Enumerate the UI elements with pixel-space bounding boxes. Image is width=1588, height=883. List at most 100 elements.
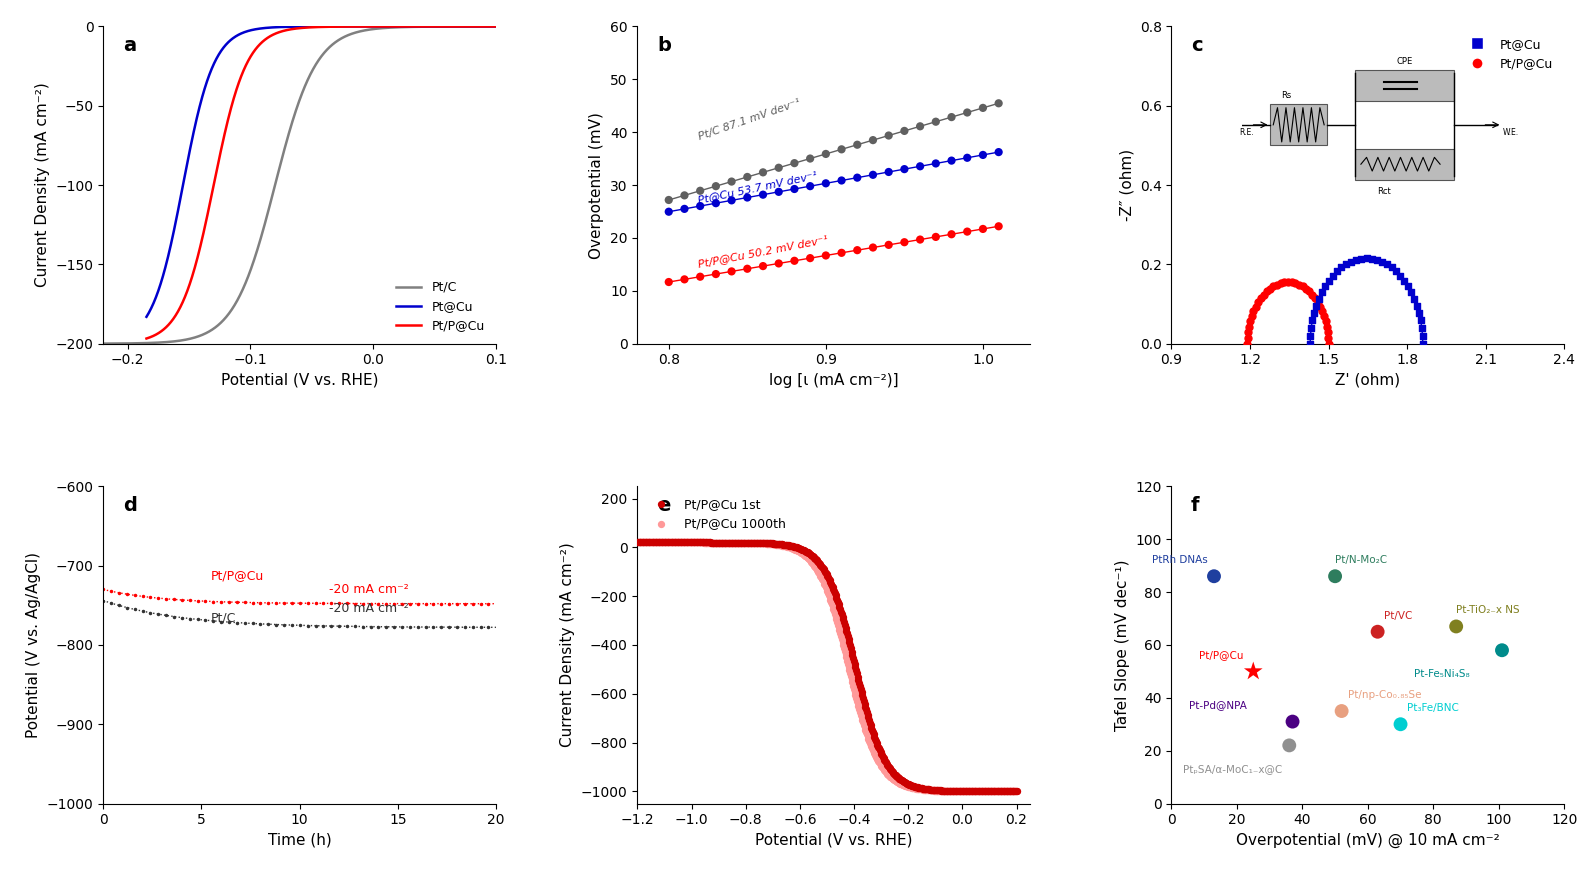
Pt/P@Cu 1st	[940, 784, 966, 798]
Point	[1383, 264, 1409, 278]
Pt/P@Cu 1st	[753, 536, 778, 550]
Pt/P@Cu 1st	[972, 784, 997, 798]
Point	[1378, 260, 1404, 275]
Pt/P@Cu 1000th	[953, 784, 978, 798]
Pt/P@Cu 1st	[719, 535, 745, 549]
Line: Pt/C: Pt/C	[103, 26, 495, 343]
Pt/P@Cu 1st	[718, 535, 743, 549]
Pt/P@Cu 1000th	[864, 751, 889, 765]
Pt/P@Cu 1st	[885, 770, 910, 784]
Pt/P@Cu 1000th	[958, 784, 983, 798]
Pt/P@Cu 1st	[918, 782, 943, 796]
Pt/P@Cu 1000th	[932, 784, 958, 798]
Pt/P@Cu 1000th	[654, 535, 680, 549]
Pt/P@Cu 1000th	[1004, 784, 1029, 798]
Pt/P@Cu 1st	[732, 536, 757, 550]
Pt/P@Cu 1000th	[932, 784, 958, 798]
Pt/P@Cu 1st	[915, 782, 940, 796]
Y-axis label: Potential (V vs. Ag/AgCl): Potential (V vs. Ag/AgCl)	[25, 552, 41, 738]
Pt/P@Cu 1st	[689, 535, 715, 549]
Pt/P@Cu 1st	[999, 784, 1024, 798]
Pt/P@Cu 1st	[899, 779, 924, 793]
Pt/P@Cu 1000th	[772, 539, 797, 553]
Pt/P@Cu 1000th	[840, 675, 865, 690]
Pt/P@Cu 1000th	[964, 784, 989, 798]
Pt/P@Cu 1000th	[937, 784, 962, 798]
Y-axis label: Current Density (mA cm⁻²): Current Density (mA cm⁻²)	[561, 542, 575, 747]
Pt/P@Cu 1000th	[956, 784, 981, 798]
Pt/P@Cu 1000th	[778, 540, 804, 555]
Pt/P@Cu 1000th	[659, 535, 684, 549]
Pt/P@Cu 1000th	[721, 535, 746, 549]
Point	[1304, 298, 1329, 313]
Pt/P@Cu 1st	[780, 540, 805, 554]
Pt/P@Cu 1st	[840, 647, 865, 661]
Pt/C	[267, 176, 286, 186]
Pt/P@Cu 1000th	[673, 535, 699, 549]
Pt/P@Cu 1000th	[751, 536, 777, 550]
Pt/P@Cu 1st	[910, 781, 935, 796]
Pt/P@Cu 1000th	[726, 536, 751, 550]
Pt/P@Cu 1st	[640, 535, 665, 549]
Pt/P@Cu 1st	[896, 777, 921, 791]
Pt/P@Cu 1000th	[848, 705, 873, 719]
Pt/P@Cu 1st	[726, 535, 751, 549]
Pt/P@Cu 1000th	[873, 766, 899, 780]
Point	[672, 188, 697, 202]
Pt/P@Cu 1000th	[648, 535, 673, 549]
Point	[797, 251, 823, 265]
Pt/P@Cu 1000th	[737, 536, 762, 550]
Pt/P@Cu 1st	[980, 784, 1005, 798]
Y-axis label: Current Density (mA cm⁻²): Current Density (mA cm⁻²)	[35, 83, 49, 288]
Pt/P@Cu 1000th	[854, 729, 880, 743]
Pt/P@Cu 1st	[708, 535, 734, 549]
Pt/P@Cu 1000th	[629, 535, 654, 549]
Point	[656, 275, 681, 289]
Pt/P@Cu 1st	[927, 783, 953, 797]
Pt/P@Cu 1000th	[784, 544, 810, 558]
Pt/P@Cu 1000th	[773, 540, 799, 554]
Pt/P@Cu 1000th	[902, 781, 927, 796]
Pt/P@Cu 1000th	[943, 784, 969, 798]
Pt/P@Cu 1000th	[862, 748, 888, 762]
Point	[1297, 336, 1323, 351]
Pt/P@Cu 1000th	[807, 567, 832, 581]
Point	[719, 175, 745, 189]
Pt/P@Cu 1000th	[761, 537, 786, 551]
Pt/P@Cu 1000th	[867, 758, 892, 772]
Pt/P@Cu 1st	[743, 536, 769, 550]
Point	[1312, 279, 1337, 293]
Pt/P@Cu 1st	[983, 784, 1008, 798]
Pt/P@Cu 1000th	[821, 604, 846, 618]
Pt/P@Cu 1000th	[657, 535, 683, 549]
Pt/P@Cu	[470, 21, 489, 32]
Pt/P@Cu 1st	[985, 784, 1010, 798]
Pt/P@Cu 1st	[670, 535, 696, 549]
Pt/P@Cu 1st	[958, 784, 983, 798]
Pt/P@Cu 1st	[824, 591, 850, 605]
Text: Pt/C 87.1 mV dev⁻¹: Pt/C 87.1 mV dev⁻¹	[697, 98, 802, 142]
Pt/P@Cu 1000th	[638, 535, 664, 549]
Pt/P@Cu 1000th	[827, 623, 853, 638]
Pt/P@Cu 1st	[856, 713, 881, 727]
Pt/P@Cu 1000th	[878, 770, 904, 784]
Pt/P@Cu 1000th	[689, 535, 715, 549]
Pt/P@Cu 1000th	[913, 783, 939, 797]
Pt/P@Cu 1st	[951, 784, 977, 798]
Pt/P@Cu 1st	[1000, 784, 1026, 798]
Pt/P@Cu 1000th	[629, 535, 654, 549]
Pt/P@Cu 1st	[756, 536, 781, 550]
Pt/P@Cu 1000th	[850, 710, 875, 724]
Pt/P@Cu 1000th	[680, 535, 705, 549]
Pt/P@Cu 1000th	[805, 564, 831, 578]
Pt/P@Cu 1st	[648, 535, 673, 549]
Pt/P@Cu 1st	[966, 784, 991, 798]
Pt/P@Cu 1st	[826, 595, 851, 609]
Pt/P@Cu 1st	[997, 784, 1023, 798]
Pt/P@Cu 1st	[802, 551, 827, 565]
Pt/P@Cu 1st	[646, 535, 672, 549]
Text: Pt/P@Cu: Pt/P@Cu	[1199, 650, 1243, 660]
Pt/P@Cu 1000th	[970, 784, 996, 798]
Pt/P@Cu 1st	[824, 592, 850, 607]
Pt/P@Cu 1000th	[796, 552, 821, 566]
